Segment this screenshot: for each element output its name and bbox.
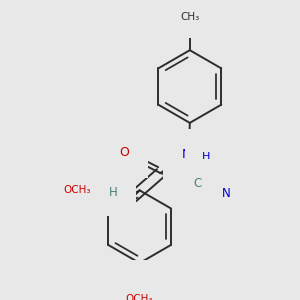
Text: CH₃: CH₃ [180, 12, 200, 22]
Text: OCH₃: OCH₃ [126, 294, 153, 300]
Text: O: O [119, 146, 129, 159]
Text: H: H [202, 152, 210, 163]
Text: N: N [182, 148, 191, 160]
Text: H: H [109, 186, 118, 199]
Text: OCH₃: OCH₃ [63, 185, 90, 195]
Text: C: C [194, 177, 202, 190]
Text: N: N [222, 187, 230, 200]
